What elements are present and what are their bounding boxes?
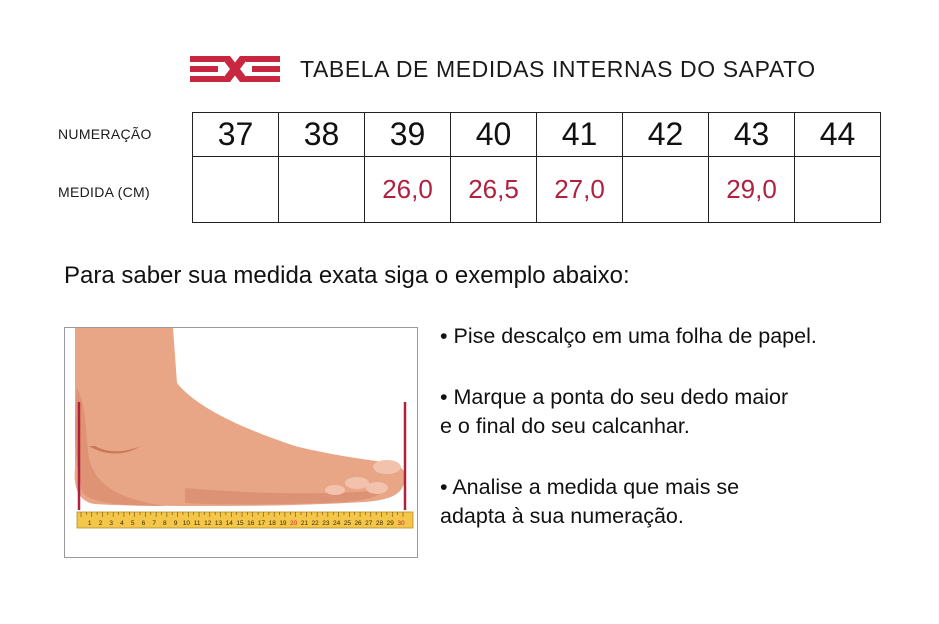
measure-cell <box>794 156 881 223</box>
step-item: • Marque a ponta do seu dedo maior e o f… <box>440 383 910 441</box>
ruler-number: 13 <box>215 520 223 527</box>
ruler-number: 4 <box>120 520 124 527</box>
step-text: • Analise a medida que mais se <box>440 475 740 499</box>
measure-cell: 29,0 <box>708 156 795 223</box>
step-text: • Pise descalço em uma folha de papel. <box>440 324 817 348</box>
row-label-measure: MEDIDA (CM) <box>58 184 150 200</box>
ruler-labels: 1 2 3 4 5 6 7 8 9 10 11 12 13 14 15 16 17 18 19 20 21 22 23 24 2… <box>88 520 405 527</box>
foot-shape <box>74 328 406 506</box>
ruler-number: 1 <box>88 520 92 527</box>
ruler-number: 26 <box>354 520 362 527</box>
ruler-number: 11 <box>194 520 201 527</box>
ruler-number: 2 <box>99 520 103 527</box>
measure-cell: 27,0 <box>536 156 623 223</box>
measure-row: 26,0 26,5 27,0 29,0 <box>192 156 881 223</box>
ruler-number: 28 <box>376 520 384 527</box>
size-cell: 44 <box>794 112 881 157</box>
size-cell: 39 <box>364 112 451 157</box>
ruler-number: 10 <box>183 520 191 527</box>
ruler-number: 18 <box>269 520 277 527</box>
ruler-number: 9 <box>174 520 178 527</box>
ruler-number: 29 <box>387 520 395 527</box>
measure-cell: 26,0 <box>364 156 451 223</box>
size-cell: 40 <box>450 112 537 157</box>
ruler-number: 8 <box>163 520 167 527</box>
ruler-number: 25 <box>344 520 352 527</box>
ruler-number: 7 <box>152 520 156 527</box>
ruler-number: 17 <box>258 520 266 527</box>
ruler-number: 5 <box>131 520 135 527</box>
size-cell: 41 <box>536 112 623 157</box>
measure-cell <box>278 156 365 223</box>
step-text: e o final do seu calcanhar. <box>440 414 690 438</box>
measure-cell <box>622 156 709 223</box>
row-label-numbering: NUMERAÇÃO <box>58 126 152 142</box>
brand-logo <box>190 56 280 82</box>
size-cell: 37 <box>192 112 279 157</box>
ruler-number: 12 <box>204 520 212 527</box>
page-title: TABELA DE MEDIDAS INTERNAS DO SAPATO <box>300 56 816 82</box>
ruler-number: 20 <box>290 520 298 527</box>
step-text: • Marque a ponta do seu dedo maior <box>440 385 789 409</box>
ruler-number: 6 <box>142 520 146 527</box>
ruler-number: 30 <box>397 520 405 527</box>
steps-list: • Pise descalço em uma folha de papel. •… <box>440 322 910 563</box>
ruler-number: 14 <box>226 520 234 527</box>
ruler <box>76 511 414 529</box>
ruler-number: 22 <box>312 520 320 527</box>
size-cell: 42 <box>622 112 709 157</box>
size-cell: 43 <box>708 112 795 157</box>
foot-illustration: 1 2 3 4 5 6 7 8 9 10 11 12 13 14 15 16 17 18 19 20 21 22 23 24 2… <box>64 327 418 558</box>
ruler-number: 19 <box>279 520 287 527</box>
step-item: • Pise descalço em uma folha de papel. <box>440 322 910 351</box>
ruler-number: 27 <box>365 520 373 527</box>
ruler-number: 3 <box>109 520 113 527</box>
instruction-text: Para saber sua medida exata siga o exemp… <box>64 262 630 289</box>
ruler-number: 24 <box>333 520 341 527</box>
ruler-number: 16 <box>247 520 255 527</box>
step-item: • Analise a medida que mais se adapta à … <box>440 473 910 531</box>
ruler-number: 15 <box>236 520 244 527</box>
measure-cell <box>192 156 279 223</box>
size-cell: 38 <box>278 112 365 157</box>
size-row: 37 38 39 40 41 42 43 44 <box>192 112 881 157</box>
ruler-ticks <box>80 512 404 517</box>
ruler-number: 21 <box>301 520 309 527</box>
ruler-number: 23 <box>322 520 330 527</box>
size-table: 37 38 39 40 41 42 43 44 26,0 26,5 27,0 2… <box>192 112 881 223</box>
step-text: adapta à sua numeração. <box>440 504 684 528</box>
measure-cell: 26,5 <box>450 156 537 223</box>
foot-measure-image: 1 2 3 4 5 6 7 8 9 10 11 12 13 14 15 16 17 18 19 20 21 22 23 24 2… <box>74 328 414 529</box>
